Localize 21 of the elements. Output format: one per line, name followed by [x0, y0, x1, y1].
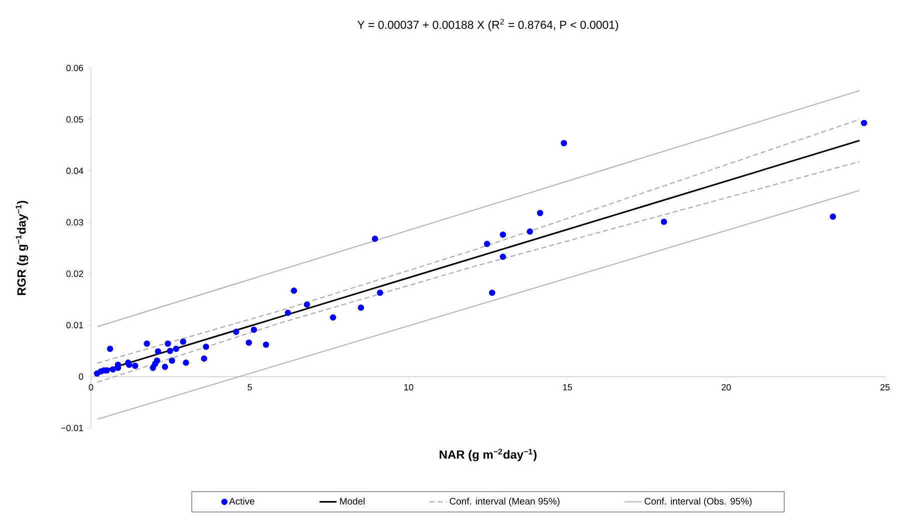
- y-tick-label: 0: [78, 373, 84, 380]
- y-axis-title: RGR (g g$^{−1}$day$^{−1}$): [16, 200, 28, 295]
- legend-label: Active: [229, 498, 254, 505]
- legend-label: Model: [340, 498, 365, 505]
- chart-title: Y = 0.00037 + 0.00188 X (R$^{2}$ = 0.8764, P < 0.0001): [357, 18, 618, 32]
- y-tick-label: 0.03: [66, 219, 84, 226]
- x-tick-label: 5: [248, 384, 252, 390]
- y-tick-label: 0.06: [66, 64, 84, 72]
- y-tick-label: 0.05: [66, 116, 84, 123]
- y-tick-label: −0.01: [61, 424, 84, 432]
- y-tick-label: 0.01: [66, 322, 84, 328]
- legend-label: Conf. interval (Obs. 95%): [644, 498, 752, 506]
- y-tick-label: 0.02: [66, 270, 84, 277]
- x-tick-label: 20: [722, 384, 731, 390]
- x-tick-label: 25: [880, 384, 890, 390]
- x-tick-label: 15: [563, 384, 572, 390]
- x-axis-title: NAR (g m$^{−2}$day$^{−1}$): [440, 448, 537, 462]
- legend-label: Conf. interval (Mean 95%): [450, 498, 560, 506]
- x-tick-label: 10: [404, 384, 414, 390]
- x-tick-label: 0: [88, 384, 94, 390]
- y-tick-label: 0.04: [66, 168, 84, 174]
